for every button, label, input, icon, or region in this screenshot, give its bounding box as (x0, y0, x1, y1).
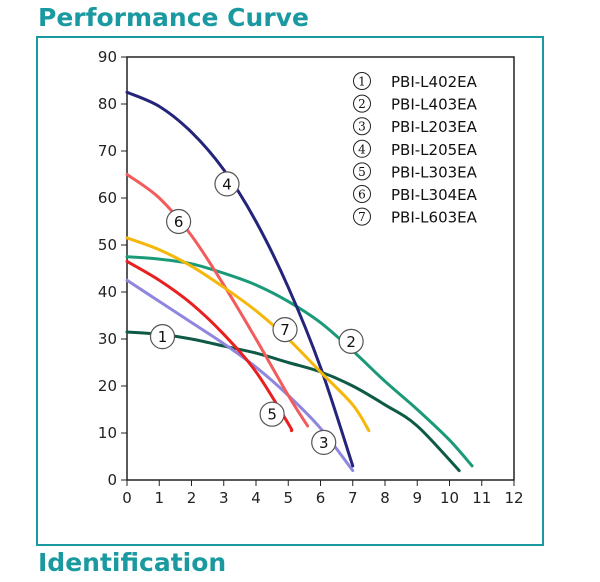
curve-number-markers: 1 2 3 4 5 6 7 (149, 171, 364, 455)
curve-marker-7: 7 (272, 317, 298, 343)
curve-marker-number: 2 (346, 333, 356, 351)
legend-number-circle (353, 94, 371, 113)
curve-marker-number: 5 (267, 406, 277, 424)
legend-number-circle (353, 162, 371, 181)
legend: 1 PBI-L402EA 2 PBI-L403EA 3 PBI-L203EA 4 PBI-L2… (353, 72, 478, 227)
curve-marker-circle (272, 317, 298, 343)
legend-number: 7 (358, 210, 366, 224)
series-layer (125, 90, 474, 473)
legend-number: 5 (358, 165, 366, 179)
curve-marker-circle (338, 328, 364, 354)
curve-marker-number: 1 (158, 328, 168, 346)
curve-marker-circle (311, 429, 337, 455)
legend-entry-6: 6 PBI-L304EA (353, 185, 478, 204)
curve-marker-number: 4 (222, 175, 232, 193)
y-tick-label: 90 (98, 48, 117, 66)
curve-line-5 (125, 259, 294, 433)
x-tick-label: 12 (504, 489, 523, 507)
x-tick-label: 2 (187, 489, 197, 507)
legend-entry-1: 1 PBI-L402EA (353, 72, 478, 91)
legend-entry-4: 4 PBI-L205EA (353, 139, 478, 159)
curve-marker-circle (166, 208, 192, 235)
curve-marker-2: 2 (338, 328, 364, 354)
x-tick-label: 8 (380, 489, 390, 507)
curve-line-1 (125, 330, 461, 473)
legend-number-circle (353, 72, 371, 90)
curve-line-7 (125, 236, 371, 433)
x-tick-label: 11 (472, 489, 491, 507)
curve-marker-circle (149, 324, 176, 350)
legend-label: PBI-L304EA (391, 186, 478, 204)
legend-number: 4 (358, 142, 366, 156)
x-tick-label: 7 (348, 489, 358, 507)
curve-marker-circle (214, 171, 240, 197)
legend-number-circle (353, 117, 371, 136)
curve-line-4 (125, 90, 355, 468)
curve-marker-5: 5 (259, 401, 285, 427)
curve-line-6 (125, 173, 310, 428)
y-tick-label: 60 (98, 189, 117, 207)
performance-curve-heading: Performance Curve (38, 3, 309, 32)
curve-marker-4: 4 (214, 171, 240, 197)
curve-line-3 (125, 278, 355, 473)
identification-heading: Identification (38, 548, 227, 577)
curve-marker-number: 7 (280, 321, 290, 339)
y-tick-label: 80 (98, 95, 117, 113)
curve-marker-6: 6 (166, 208, 192, 235)
x-tick-label: 10 (440, 489, 459, 507)
legend-entry-3: 3 PBI-L203EA (353, 117, 478, 136)
x-tick-label: 3 (219, 489, 229, 507)
y-tick-label: 30 (98, 330, 117, 348)
x-tick-label: 4 (251, 489, 261, 507)
legend-number-circle (353, 207, 371, 226)
legend-label: PBI-L402EA (391, 73, 478, 91)
curve-marker-number: 6 (174, 213, 184, 231)
legend-entry-2: 2 PBI-L403EA (353, 94, 478, 114)
legend-number: 3 (358, 120, 366, 134)
y-tick-label: 0 (107, 471, 117, 489)
y-tick-label: 70 (98, 142, 117, 160)
curve-marker-circle (259, 401, 285, 427)
legend-number: 6 (358, 188, 366, 202)
y-tick-label: 10 (98, 424, 117, 442)
y-tick-label: 40 (98, 283, 117, 301)
legend-label: PBI-L603EA (391, 209, 478, 227)
legend-label: PBI-L303EA (391, 163, 478, 181)
y-tick-label: 20 (98, 377, 117, 395)
legend-label: PBI-L403EA (391, 96, 478, 114)
chart-frame (36, 36, 544, 546)
legend-label: PBI-L203EA (391, 118, 478, 136)
legend-number: 2 (358, 97, 366, 111)
x-tick-label: 0 (122, 489, 132, 507)
x-tick-label: 1 (154, 489, 164, 507)
x-tick-label: 5 (283, 489, 293, 507)
legend-number-circle (353, 139, 371, 158)
y-tick-label: 50 (98, 236, 117, 254)
legend-entry-7: 7 PBI-L603EA (353, 207, 478, 227)
legend-number: 1 (358, 75, 366, 89)
legend-entry-5: 5 PBI-L303EA (353, 162, 478, 181)
curve-marker-number: 3 (319, 434, 329, 452)
curve-line-2 (125, 255, 474, 468)
curve-marker-1: 1 (149, 324, 176, 350)
x-tick-label: 9 (412, 489, 422, 507)
curve-marker-3: 3 (311, 429, 337, 455)
legend-label: PBI-L205EA (391, 141, 478, 159)
legend-number-circle (353, 185, 371, 203)
x-tick-label: 6 (316, 489, 326, 507)
